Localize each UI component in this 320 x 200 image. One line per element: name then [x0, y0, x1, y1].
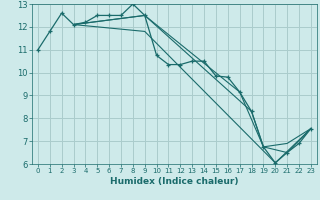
- X-axis label: Humidex (Indice chaleur): Humidex (Indice chaleur): [110, 177, 239, 186]
